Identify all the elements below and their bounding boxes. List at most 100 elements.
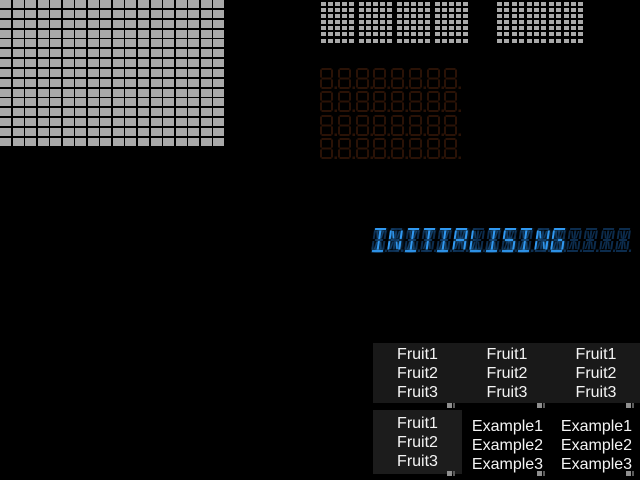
list-box[interactable]: Example1 Example2 Example3 (462, 412, 553, 474)
list-item[interactable]: Example3 (560, 456, 633, 473)
led-cell (75, 9, 87, 18)
list-item[interactable]: Fruit1 (486, 346, 528, 363)
led-cell (50, 49, 62, 58)
led-cell (163, 137, 175, 146)
sevenseg-digit (337, 91, 355, 117)
dot-cell (442, 38, 447, 43)
dot-cell (526, 2, 532, 6)
dot-cell (418, 32, 423, 37)
dot-cell (328, 2, 333, 6)
dot-cell (418, 20, 423, 25)
led-cell (75, 0, 87, 8)
led-cell (37, 108, 49, 117)
list-box[interactable]: Fruit1 Fruit2 Fruit3 (373, 343, 462, 403)
dot-cell (497, 14, 502, 19)
segment-char (403, 228, 423, 258)
led-cell (213, 88, 225, 97)
dot-cell (387, 2, 392, 6)
dot-cell (526, 20, 532, 25)
dot-cell (418, 38, 423, 43)
resize-grip[interactable] (626, 403, 634, 408)
dot-cell (335, 8, 340, 13)
list-item[interactable]: Example2 (471, 437, 544, 454)
sevenseg-digit (391, 137, 408, 164)
resize-grip[interactable] (537, 471, 545, 476)
dot-cell (504, 2, 510, 6)
dot-cell (397, 2, 402, 6)
list-item[interactable]: Fruit2 (486, 365, 528, 382)
dot-cell (548, 20, 554, 25)
dot-cell (411, 8, 416, 13)
led-cell (87, 108, 99, 117)
list-box[interactable]: Fruit1 Fruit2 Fruit3 (462, 343, 552, 403)
led-cell (213, 98, 225, 107)
led-cell (37, 59, 49, 68)
list-item[interactable]: Example1 (471, 418, 544, 435)
list-item[interactable]: Fruit2 (575, 365, 617, 382)
dot-cell (497, 20, 502, 25)
resize-grip[interactable] (626, 471, 634, 476)
dot-cell (541, 38, 547, 43)
dot-cell (359, 20, 364, 25)
dot-cell (418, 14, 423, 19)
led-cell (175, 9, 187, 18)
dot-cell (328, 8, 333, 13)
dot-cell (504, 20, 510, 25)
dot-cell (349, 14, 354, 19)
list-item[interactable]: Fruit3 (486, 384, 528, 401)
list-item[interactable]: Fruit2 (397, 365, 438, 382)
list-box[interactable]: Fruit1 Fruit2 Fruit3 (552, 343, 640, 403)
dot-cell (366, 20, 371, 25)
led-cell (50, 108, 62, 117)
led-cell (87, 9, 99, 18)
list-item[interactable]: Fruit1 (397, 346, 438, 363)
resize-grip[interactable] (447, 471, 455, 476)
led-cell (163, 118, 175, 127)
list-item[interactable]: Fruit1 (575, 346, 617, 363)
list-item[interactable]: Fruit3 (397, 453, 438, 470)
led-cell (112, 108, 124, 117)
list-item[interactable]: Example2 (560, 437, 633, 454)
list-item[interactable]: Fruit1 (397, 415, 438, 432)
led-cell (50, 0, 62, 8)
led-cell (213, 49, 225, 58)
led-cell (100, 9, 112, 18)
led-cell (200, 39, 212, 48)
resize-grip[interactable] (447, 403, 455, 408)
dot-cell (570, 14, 576, 19)
dot-cell (342, 32, 347, 37)
dot-cell (321, 14, 326, 19)
led-cell (163, 39, 175, 48)
dot-cell (511, 26, 517, 31)
dot-cell (349, 2, 354, 6)
led-cell (150, 59, 162, 68)
list-item[interactable]: Fruit2 (397, 434, 438, 451)
led-cell (75, 118, 87, 127)
list-item[interactable]: Fruit3 (575, 384, 617, 401)
led-cell (0, 19, 11, 28)
led-cell (213, 137, 225, 146)
dot-cell (533, 20, 539, 25)
dot-cell (335, 32, 340, 37)
list-item[interactable]: Example1 (560, 418, 633, 435)
led-cell (75, 19, 87, 28)
resize-grip[interactable] (537, 403, 545, 408)
led-cell (125, 137, 137, 146)
dot-cell (425, 26, 430, 31)
sevenseg-digit (444, 137, 462, 164)
dot-cell (328, 32, 333, 37)
list-item[interactable]: Fruit3 (397, 384, 438, 401)
dot-cell (541, 32, 547, 37)
segment-char (533, 228, 553, 258)
led-cell (87, 29, 99, 38)
list-box[interactable]: Fruit1 Fruit2 Fruit3 (373, 410, 462, 474)
list-item[interactable]: Example3 (471, 456, 544, 473)
dot-cell (373, 2, 378, 6)
led-cell (188, 9, 200, 18)
dot-cell (449, 20, 454, 25)
dot-char-block (435, 2, 468, 43)
led-cell (25, 59, 37, 68)
dot-cell (504, 14, 510, 19)
list-box[interactable]: Example1 Example2 Example3 (553, 412, 640, 474)
led-cell (12, 137, 24, 146)
